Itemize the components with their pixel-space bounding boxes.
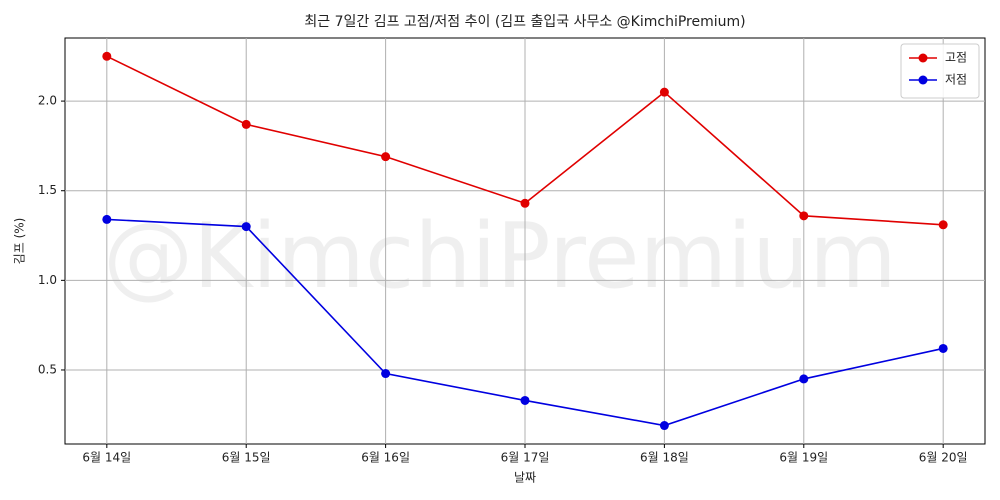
- legend-marker: [918, 53, 928, 63]
- point: [520, 395, 530, 405]
- point: [520, 198, 530, 208]
- x-tick-label: 6월 15일: [222, 451, 271, 465]
- legend-marker: [918, 75, 928, 85]
- y-tick-label: 1.5: [38, 183, 57, 197]
- point: [381, 152, 391, 162]
- y-axis-label: 김프 (%): [13, 218, 27, 265]
- y-tick-label: 2.0: [38, 94, 57, 108]
- x-tick-label: 6월 20일: [919, 451, 968, 465]
- point: [102, 51, 112, 61]
- point: [241, 119, 251, 129]
- watermark: @KimchiPremium: [103, 204, 897, 309]
- chart-title: 최근 7일간 김프 고점/저점 추이 (김프 출입국 사무소 @KimchiPr…: [304, 14, 745, 30]
- y-tick-label: 1.0: [38, 273, 57, 287]
- x-tick-label: 6월 17일: [501, 451, 550, 465]
- point: [799, 374, 809, 384]
- x-tick-label: 6월 19일: [779, 451, 828, 465]
- point: [659, 87, 669, 97]
- point: [381, 369, 391, 379]
- point: [938, 220, 948, 230]
- point: [659, 421, 669, 431]
- legend-label: 고점: [945, 51, 967, 65]
- x-tick-label: 6월 16일: [361, 451, 410, 465]
- point: [799, 211, 809, 221]
- point: [938, 343, 948, 353]
- x-tick-label: 6월 14일: [82, 451, 131, 465]
- point: [102, 214, 112, 224]
- y-tick-label: 0.5: [38, 362, 57, 376]
- x-axis-label: 날짜: [514, 471, 536, 485]
- x-tick-label: 6월 18일: [640, 451, 689, 465]
- legend-box: [900, 43, 980, 99]
- legend-label: 저점: [945, 73, 967, 87]
- point: [241, 222, 251, 232]
